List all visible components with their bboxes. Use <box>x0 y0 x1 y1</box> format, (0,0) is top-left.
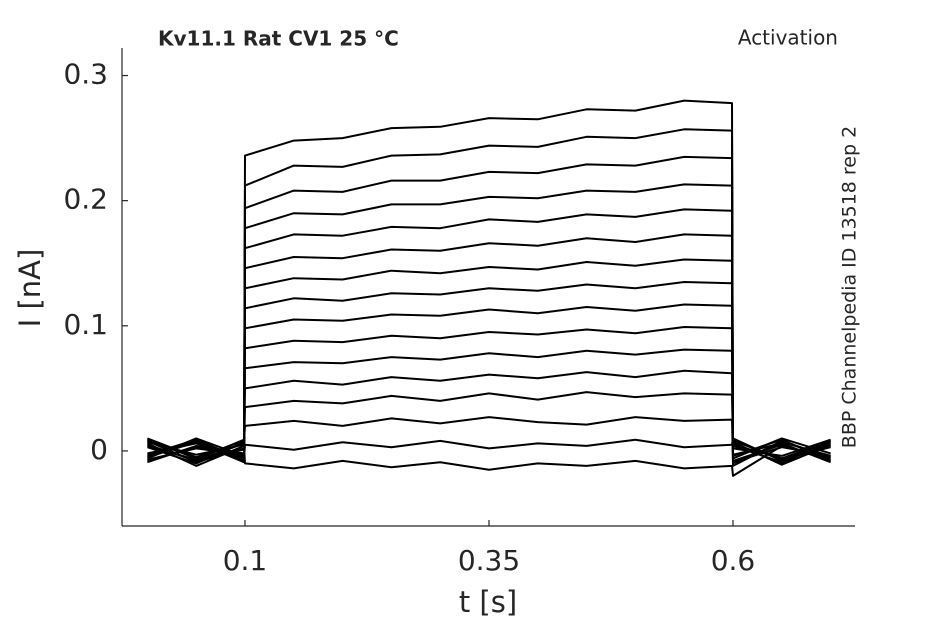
trace <box>147 416 831 465</box>
y-tick-label: 0.1 <box>63 308 108 341</box>
y-tick-label: 0.3 <box>63 58 108 91</box>
trace <box>147 155 831 466</box>
x-axis-label: t [s] <box>459 585 517 619</box>
trace <box>147 369 831 462</box>
trace <box>147 391 832 465</box>
y-tick-label: 0 <box>90 433 108 466</box>
trace <box>147 128 831 464</box>
trace <box>147 348 831 460</box>
trace <box>147 99 831 461</box>
annotation: Activation <box>738 26 838 50</box>
side-label: BBP Channelpedia ID 13518 rep 2 <box>839 126 861 448</box>
trace <box>147 437 831 462</box>
x-tick-label: 0.1 <box>223 544 268 577</box>
x-tick-label: 0.35 <box>458 544 520 577</box>
chart-title: Kv11.1 Rat CV1 25 °C <box>158 27 399 51</box>
x-tick-label: 0.6 <box>711 544 756 577</box>
trace <box>147 208 831 464</box>
y-axis-label: I [nA] <box>13 249 47 328</box>
y-tick-label: 0.2 <box>63 183 108 216</box>
trace <box>147 258 831 464</box>
